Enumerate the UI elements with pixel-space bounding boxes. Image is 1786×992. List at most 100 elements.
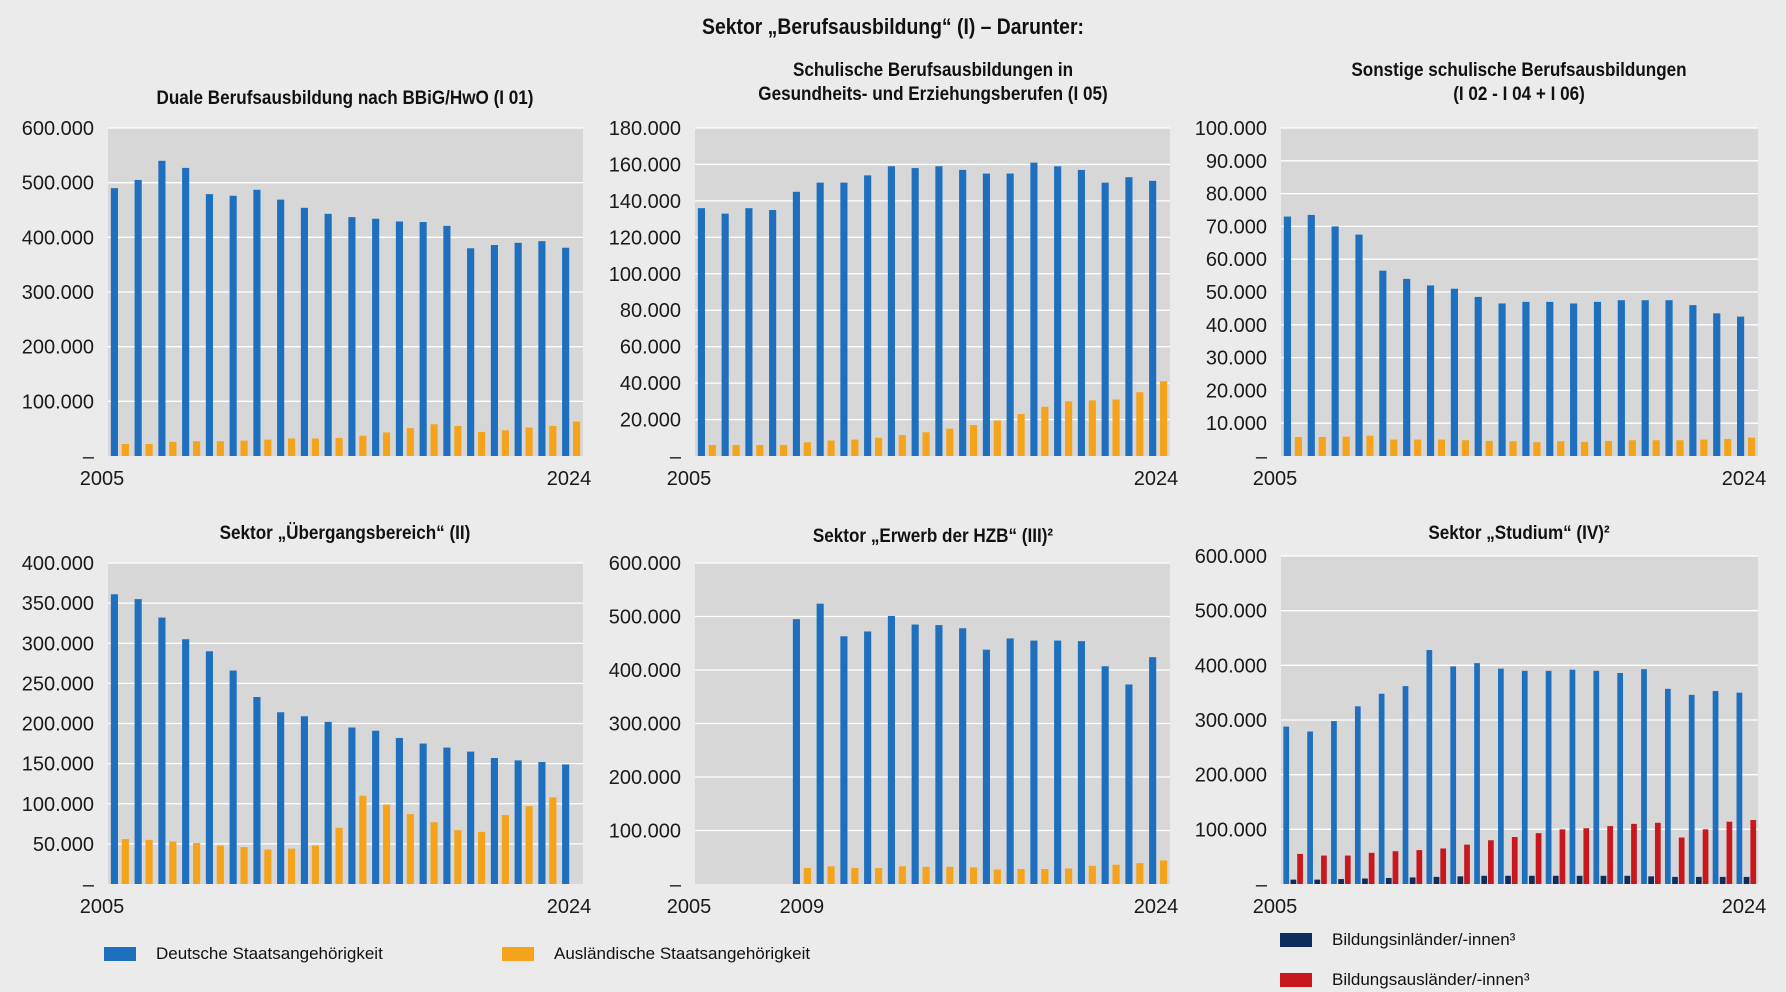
chart2-bar-deutsche-2017 (982, 173, 990, 457)
chart5-bar-deutsche-2015 (935, 625, 943, 884)
chart1-bar-deutsche-2013 (300, 207, 308, 456)
chart5-ytick-label: 300.000 (609, 714, 681, 736)
chart4-bar-deutsche-2016 (372, 730, 380, 884)
chart3-ytick-label: 40.000 (1206, 315, 1267, 337)
chart4-ytick-label: 350.000 (22, 593, 94, 615)
chart1-bar-deutsche-2007 (158, 160, 166, 457)
chart2-bar-auslaendische-2009 (803, 442, 811, 456)
chart6-bar-bildungsinlaender-2009 (1385, 877, 1392, 884)
chart2-bar-auslaendische-2016 (970, 425, 978, 456)
chart2-bar-deutsche-2015 (935, 166, 943, 456)
chart3-bar-deutsche-2016 (1546, 301, 1554, 456)
chart6-bar-bildungsauslaender-2007 (1344, 855, 1351, 884)
chart5-bar-deutsche-2013 (887, 615, 895, 884)
chart4-bar-auslaendische-2007 (169, 841, 177, 884)
chart4-bar-auslaendische-2020 (478, 831, 486, 884)
chart4-bar-auslaendische-2006 (145, 839, 153, 884)
chart6-bar-deutsche-2005 (1283, 726, 1290, 884)
chart6-xtick-label: 2005 (1253, 896, 1298, 918)
chart5-bar-deutsche-2010 (816, 603, 824, 884)
chart6-bar-bildungsauslaender-2005 (1297, 853, 1303, 884)
chart3-bar-deutsche-2013 (1474, 296, 1482, 456)
chart2-bar-deutsche-2011 (840, 182, 848, 456)
chart1-bar-auslaendische-2012 (288, 438, 296, 456)
chart3-bar-deutsche-2014 (1498, 303, 1506, 456)
chart4-bar-auslaendische-2019 (454, 830, 462, 884)
chart3-bar-deutsche-2019 (1617, 300, 1625, 456)
chart1-bar-deutsche-2020 (467, 248, 475, 456)
chart3-title: Sonstige schulische Berufsausbildungen (1351, 59, 1686, 80)
chart3-bar-auslaendische-2012 (1461, 440, 1469, 456)
chart4-bar-auslaendische-2005 (121, 839, 129, 884)
chart4-bar-auslaendische-2017 (406, 814, 414, 884)
chart3-xtick-label: 2024 (1722, 468, 1767, 490)
chart1-ytick-label: 500.000 (22, 173, 94, 195)
chart4-bar-deutsche-2008 (182, 639, 190, 884)
chart3-ytick-label: 100.000 (1195, 118, 1267, 140)
legend-label-deutsche: Deutsche Staatsangehörigkeit (156, 944, 383, 963)
legend-bildungsauslaender: Bildungsausländer/-innen³ (1280, 970, 1530, 990)
chart4-bar-deutsche-2017 (395, 737, 403, 884)
main-title: Sektor „Berufsausbildung“ (I) – Darunter… (702, 14, 1084, 39)
chart5-bar-deutsche-2014 (911, 624, 919, 884)
chart3-bar-auslaendische-2023 (1724, 438, 1732, 456)
chart4-bar-auslaendische-2014 (335, 827, 343, 884)
chart4-bar-auslaendische-2015 (359, 795, 367, 884)
chart6-bar-deutsche-2024 (1736, 692, 1743, 884)
chart4-bar-deutsche-2024 (562, 764, 570, 884)
chart5-bar-auslaendische-2024 (1160, 860, 1168, 884)
chart6-bar-bildungsauslaender-2019 (1631, 823, 1637, 884)
chart1-bar-deutsche-2009 (205, 194, 213, 456)
chart5-bar-auslaendische-2020 (1065, 868, 1073, 884)
chart6-bar-bildungsauslaender-2012 (1464, 844, 1470, 884)
chart3-ytick-label: 10.000 (1206, 413, 1267, 435)
chart4-bar-auslaendische-2021 (501, 814, 509, 884)
chart6-bar-bildungsinlaender-2013 (1481, 875, 1488, 884)
chart6-bar-bildungsinlaender-2006 (1314, 879, 1321, 884)
chart5-bar-deutsche-2016 (959, 628, 967, 884)
chart6-bar-bildungsauslaender-2011 (1440, 848, 1447, 884)
chart4-bar-auslaendische-2018 (430, 822, 438, 884)
chart2-bar-deutsche-2024 (1149, 180, 1157, 456)
chart6-bar-bildungsinlaender-2018 (1600, 875, 1607, 884)
chart6-bar-bildungsauslaender-2021 (1678, 837, 1685, 884)
chart2-bar-deutsche-2012 (864, 175, 872, 456)
chart1-bar-auslaendische-2013 (311, 438, 319, 456)
chart5-bar-auslaendische-2022 (1112, 864, 1120, 884)
chart3-ytick-label: – (1256, 446, 1268, 468)
chart4-bar-deutsche-2007 (158, 617, 166, 884)
chart4-title: Sektor „Übergangsbereich“ (II) (220, 522, 471, 543)
chart2-bar-auslaendische-2011 (851, 439, 859, 456)
chart6-bar-deutsche-2022 (1688, 694, 1695, 884)
chart6-ytick-label: 200.000 (1195, 765, 1267, 787)
chart6-bar-bildungsinlaender-2008 (1362, 878, 1368, 884)
chart3-bar-auslaendische-2014 (1509, 441, 1517, 456)
chart2-bar-auslaendische-2018 (1017, 414, 1025, 456)
chart1-bar-deutsche-2016 (372, 218, 380, 456)
chart4-bar-auslaendische-2009 (216, 845, 224, 884)
chart6-bar-deutsche-2013 (1474, 663, 1480, 884)
chart5-ytick-label: 200.000 (609, 767, 681, 789)
chart2-ytick-label: 80.000 (620, 300, 681, 322)
chart1-bar-deutsche-2021 (490, 244, 498, 456)
chart2-bar-auslaendische-2017 (993, 420, 1001, 456)
chart2-xtick-label: 2024 (1134, 468, 1179, 490)
chart5-bar-auslaendische-2010 (827, 866, 835, 884)
chart6-bar-bildungsinlaender-2014 (1505, 875, 1511, 884)
chart2-ytick-label: 20.000 (620, 410, 681, 432)
chart2-bar-auslaendische-2012 (875, 437, 883, 456)
chart6-bar-bildungsinlaender-2017 (1576, 875, 1583, 884)
chart4-bar-deutsche-2019 (443, 747, 451, 884)
chart5-bar-deutsche-2019 (1030, 640, 1038, 884)
chart5-bar-deutsche-2018 (1006, 638, 1014, 884)
chart2-bar-deutsche-2010 (816, 182, 824, 456)
chart6-bar-bildungsauslaender-2013 (1488, 840, 1494, 884)
chart1-ytick-label: – (83, 446, 95, 468)
chart1-bar-auslaendische-2023 (549, 425, 557, 456)
chart4-ytick-label: 250.000 (22, 673, 94, 695)
chart3-bar-auslaendische-2019 (1628, 440, 1636, 456)
chart5-bar-auslaendische-2018 (1017, 869, 1025, 884)
chart3-bar-auslaendische-2013 (1485, 440, 1493, 456)
chart2-bar-auslaendische-2020 (1065, 401, 1073, 456)
chart2-bar-deutsche-2007 (745, 208, 753, 456)
